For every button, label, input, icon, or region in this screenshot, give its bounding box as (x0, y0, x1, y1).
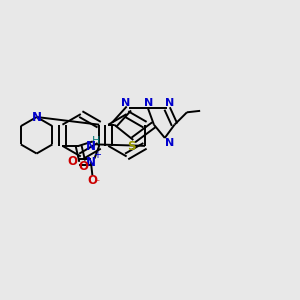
Text: +: + (93, 150, 101, 160)
Text: N: N (166, 138, 175, 148)
Text: H: H (92, 136, 100, 146)
Text: N: N (85, 140, 95, 153)
Text: N: N (121, 98, 130, 108)
Text: O: O (87, 174, 98, 187)
Text: N: N (86, 156, 96, 169)
Text: N: N (166, 98, 175, 108)
Text: S: S (128, 140, 136, 153)
Text: N: N (144, 98, 153, 108)
Text: O: O (68, 155, 78, 168)
Text: ⁻: ⁻ (95, 178, 100, 188)
Text: O: O (79, 160, 88, 173)
Text: N: N (32, 110, 42, 124)
